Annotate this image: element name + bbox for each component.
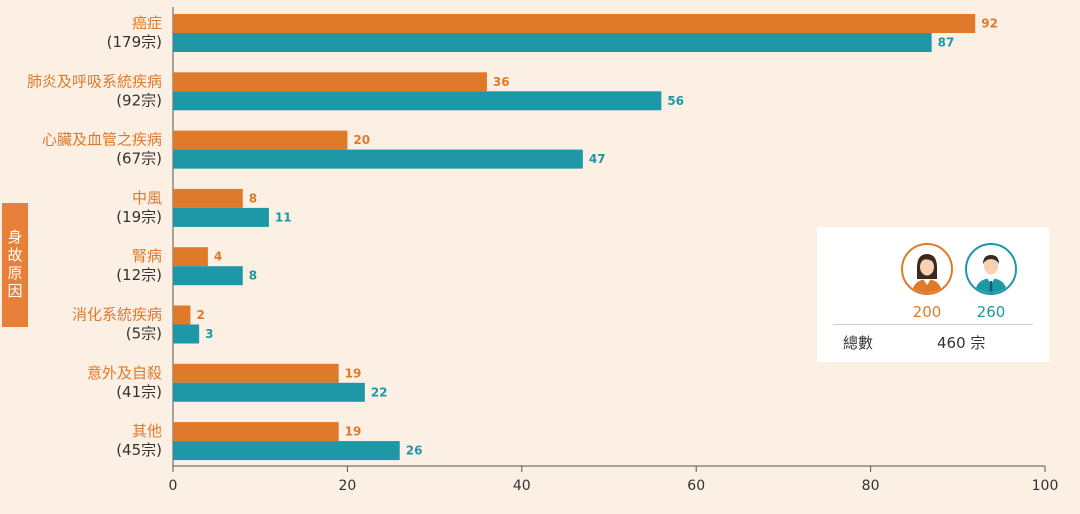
bar-male (173, 441, 400, 461)
x-tick-label: 100 (1032, 478, 1059, 494)
bar-female (173, 247, 208, 267)
value-label-female: 4 (214, 250, 222, 264)
category-count: (19宗) (116, 208, 162, 226)
category-label: 消化系統疾病 (72, 306, 162, 324)
bar-female (173, 14, 976, 33)
x-tick-label: 40 (513, 478, 531, 494)
category-count: (67宗) (116, 150, 162, 168)
bar-male (173, 91, 662, 111)
y-axis-title: 身故原因 (2, 203, 28, 327)
bar-female (173, 130, 348, 150)
bar-female (173, 72, 487, 92)
value-label-female: 19 (345, 366, 362, 380)
value-label-female: 2 (196, 308, 204, 322)
bar-female (173, 305, 191, 325)
value-label-female: 20 (353, 133, 370, 147)
bar-male (173, 149, 583, 169)
category-label: 腎病 (132, 247, 162, 265)
value-label-male: 11 (275, 210, 292, 224)
bar-female (173, 422, 339, 442)
male-avatar-icon (965, 243, 1017, 295)
bar-female (173, 188, 243, 208)
value-label-female: 19 (345, 425, 362, 439)
category-count: (45宗) (116, 441, 162, 459)
category-count: (12宗) (116, 266, 162, 284)
female-avatar-icon (901, 243, 953, 295)
category-count: (5宗) (126, 325, 162, 343)
legend: 200 260 總數 460 宗 (817, 227, 1049, 362)
value-label-male: 26 (406, 444, 423, 458)
value-label-female: 92 (981, 17, 998, 31)
total-label: 總數 (843, 334, 874, 352)
category-count: (41宗) (116, 383, 162, 401)
total-value: 460 宗 (937, 334, 986, 352)
category-label: 肺炎及呼吸系統疾病 (27, 72, 162, 90)
bar-female (173, 363, 339, 383)
bar-male (173, 324, 200, 344)
category-label: 心臟及血管之疾病 (42, 131, 162, 149)
value-label-female: 8 (249, 191, 257, 205)
bar-male (173, 266, 243, 286)
x-tick-label: 0 (169, 478, 178, 494)
x-tick-label: 20 (338, 478, 356, 494)
x-tick-label: 80 (862, 478, 880, 494)
category-count: (92宗) (116, 91, 162, 109)
category-label: 其他 (132, 422, 162, 440)
legend-divider (833, 324, 1033, 325)
value-label-male: 47 (589, 152, 606, 166)
value-label-female: 36 (493, 75, 510, 89)
male-count: 260 (976, 303, 1006, 321)
x-tick-label: 60 (687, 478, 705, 494)
value-label-male: 3 (205, 327, 213, 341)
category-label: 意外及自殺 (87, 364, 162, 382)
category-label: 中風 (132, 189, 162, 207)
value-label-male: 8 (249, 269, 257, 283)
category-label: 癌症 (132, 14, 162, 32)
bar-male (173, 207, 269, 227)
value-label-male: 22 (371, 385, 388, 399)
value-label-male: 87 (938, 36, 955, 50)
female-count: 200 (912, 303, 942, 321)
bar-male (173, 382, 365, 402)
value-label-male: 56 (667, 94, 684, 108)
bar-male (173, 33, 932, 52)
category-count: (179宗) (107, 33, 162, 51)
